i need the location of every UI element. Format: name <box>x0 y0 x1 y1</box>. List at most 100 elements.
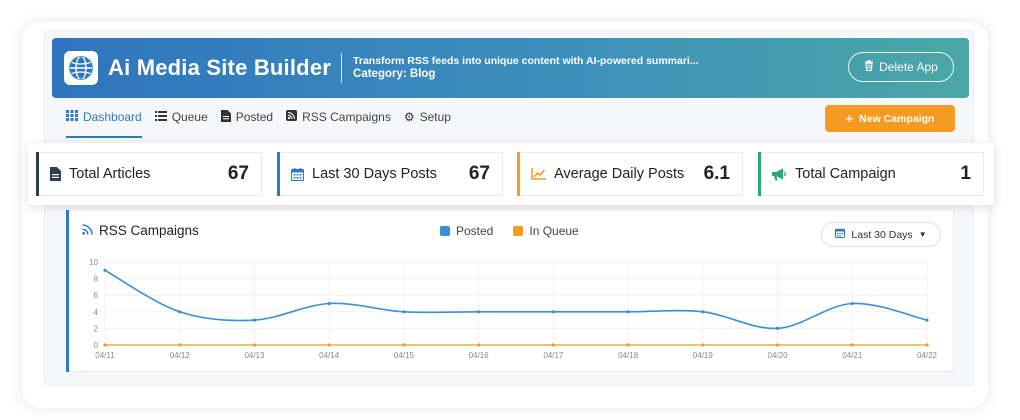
x-tick-label: 04/16 <box>469 351 490 360</box>
chart-title-text: RSS Campaigns <box>99 223 199 238</box>
tab-dashboard[interactable]: Dashboard <box>66 108 142 138</box>
legend-swatch <box>440 226 450 236</box>
x-tick-label: 04/14 <box>319 351 340 360</box>
stat-card-average-daily: Average Daily Posts 6.1 <box>517 152 743 196</box>
document-icon <box>50 167 61 181</box>
y-tick-label: 8 <box>94 275 99 284</box>
y-tick-label: 4 <box>94 308 99 317</box>
x-tick-label: 04/21 <box>842 351 863 360</box>
series-line-posted <box>104 269 928 330</box>
new-campaign-label: New Campaign <box>859 112 935 125</box>
data-point <box>925 343 929 347</box>
stat-value: 67 <box>227 163 249 184</box>
stat-value: 6.1 <box>703 163 730 184</box>
data-point <box>477 310 481 314</box>
x-tick-label: 04/20 <box>768 351 789 360</box>
stat-label: Total Campaign <box>795 166 896 182</box>
app-header: Ai Media Site Builder Transform RSS feed… <box>52 38 969 98</box>
stat-value: 1 <box>960 163 971 184</box>
app-description: Transform RSS feeds into unique content … <box>353 55 699 67</box>
chart-title: RSS Campaigns <box>82 223 199 238</box>
title-divider <box>341 53 343 83</box>
tab-label: Queue <box>171 110 208 124</box>
y-tick-label: 6 <box>94 291 99 300</box>
data-point <box>402 343 406 347</box>
date-range-label: Last 30 Days <box>851 228 913 241</box>
document-icon <box>220 110 231 125</box>
calendar-icon <box>291 167 304 181</box>
data-point <box>551 343 555 347</box>
chart-legend: Posted In Queue <box>440 224 579 238</box>
legend-item-posted[interactable]: Posted <box>440 224 493 238</box>
legend-label: In Queue <box>529 224 579 238</box>
stat-card-total-articles: Total Articles 67 <box>36 152 262 196</box>
tab-posted[interactable]: Posted <box>220 108 274 138</box>
plus-icon: + <box>845 111 854 126</box>
x-tick-label: 04/15 <box>394 351 415 360</box>
data-point <box>402 310 406 314</box>
tab-label: RSS Campaigns <box>302 110 391 124</box>
tab-queue[interactable]: Queue <box>154 108 208 138</box>
data-point <box>178 343 182 347</box>
y-tick-label: 0 <box>94 341 99 350</box>
tab-label: Posted <box>235 110 274 124</box>
data-point <box>551 310 555 314</box>
new-campaign-button[interactable]: + New Campaign <box>825 105 955 132</box>
data-point <box>252 343 257 347</box>
rss-icon <box>286 110 298 124</box>
data-point <box>626 310 630 314</box>
data-point <box>775 343 780 347</box>
x-tick-label: 04/22 <box>917 351 938 360</box>
x-tick-label: 04/17 <box>543 351 564 360</box>
list-icon <box>154 110 167 124</box>
legend-swatch <box>513 226 524 236</box>
y-tick-label: 2 <box>94 324 99 333</box>
tab-label: Setup <box>419 110 451 124</box>
gear-icon: ⚙ <box>403 110 415 124</box>
data-point <box>701 343 705 347</box>
delete-app-button[interactable]: Delete App <box>848 52 954 82</box>
x-tick-label: 04/19 <box>693 351 714 360</box>
megaphone-icon <box>772 168 787 181</box>
tab-setup[interactable]: ⚙ Setup <box>404 108 451 138</box>
stat-card-last-30-days: Last 30 Days Posts 67 <box>277 152 503 196</box>
tab-label: Dashboard <box>83 110 142 124</box>
calendar-icon <box>835 228 846 241</box>
caret-down-icon: ▼ <box>918 230 927 239</box>
data-point <box>850 343 854 347</box>
nav-tabs: Dashboard Queue Posted <box>66 108 451 138</box>
data-point <box>327 301 331 306</box>
date-range-select[interactable]: Last 30 Days ▼ <box>821 222 941 247</box>
line-chart: 0 2 4 6 8 10 04/11 04/12 04/13 04/14 04/15 04/16 04/… <box>89 258 938 360</box>
data-point <box>925 318 929 322</box>
stat-label: Last 30 Days Posts <box>312 166 437 182</box>
data-point <box>252 318 257 322</box>
legend-item-in-queue[interactable]: In Queue <box>513 224 579 238</box>
app-category: Category: Blog <box>353 68 436 80</box>
stat-value: 67 <box>468 163 490 184</box>
trash-icon <box>864 60 874 74</box>
stat-label: Total Articles <box>69 166 151 182</box>
delete-app-label: Delete App <box>879 60 938 74</box>
rss-feed-icon <box>82 223 93 238</box>
app-title: Ai Media Site Builder <box>108 55 332 80</box>
tab-rss-campaigns[interactable]: RSS Campaigns <box>286 108 391 138</box>
data-point <box>178 310 182 314</box>
x-tick-label: 04/18 <box>618 351 639 360</box>
data-point <box>327 343 331 347</box>
globe-logo-icon <box>64 51 98 85</box>
y-tick-label: 10 <box>89 258 98 267</box>
data-point <box>775 326 780 330</box>
stat-label: Average Daily Posts <box>554 166 685 182</box>
line-chart-icon <box>531 168 546 180</box>
x-tick-label: 04/12 <box>170 351 191 360</box>
stat-card-total-campaign: Total Campaign 1 <box>758 152 984 196</box>
legend-label: Posted <box>456 224 494 238</box>
x-tick-label: 04/11 <box>95 351 115 360</box>
x-tick-label: 04/13 <box>244 351 265 360</box>
data-point <box>103 268 107 272</box>
data-point <box>103 343 107 347</box>
app-description-block: Transform RSS feeds into unique content … <box>353 55 699 81</box>
data-point <box>626 343 630 347</box>
data-point <box>701 310 705 314</box>
